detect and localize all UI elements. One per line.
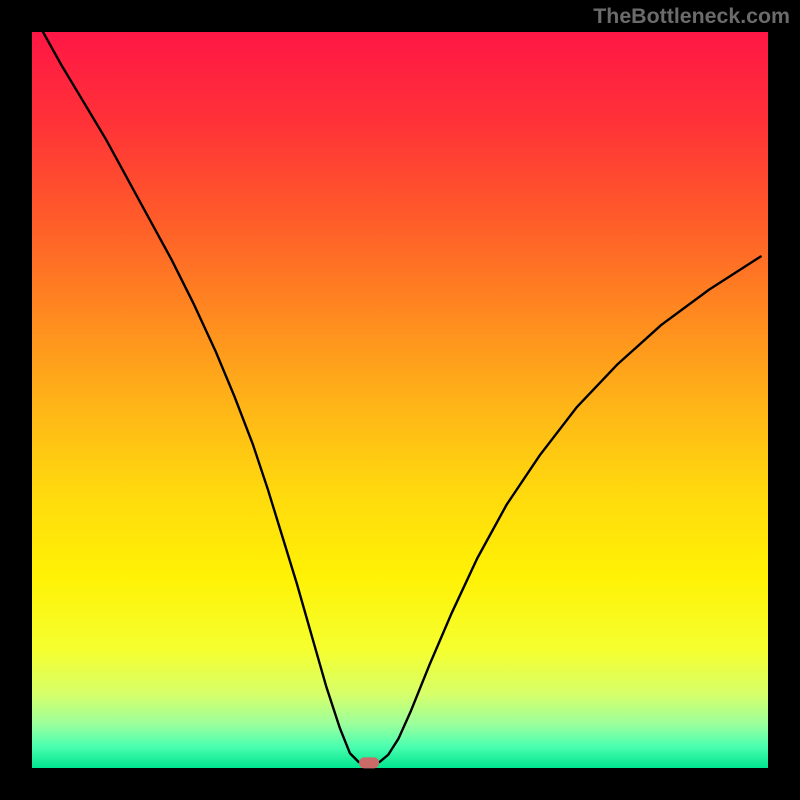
plot-background (32, 32, 768, 768)
chart-stage: TheBottleneck.com (0, 0, 800, 800)
watermark-text: TheBottleneck.com (593, 4, 790, 29)
bottleneck-chart (0, 0, 800, 800)
optimal-marker (359, 757, 379, 768)
